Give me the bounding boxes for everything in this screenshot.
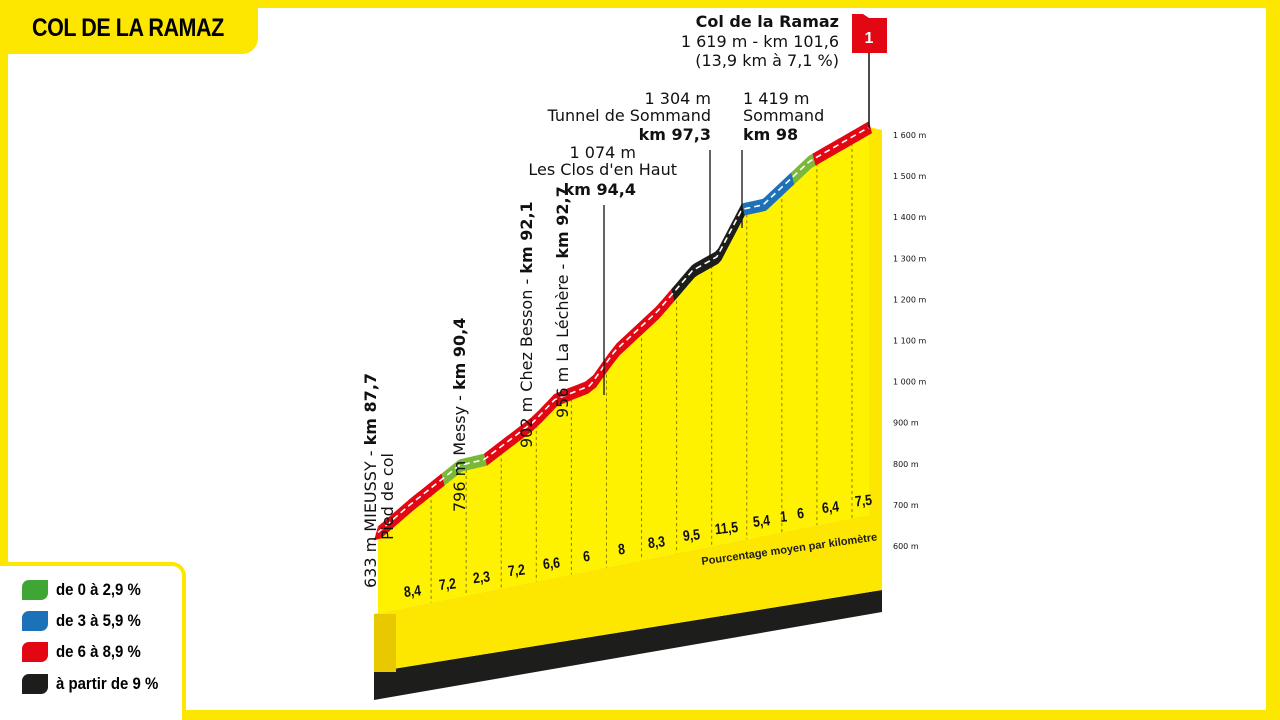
summit-average: (13,9 km à 7,1 %) [695,51,839,70]
ribbon-segment-red [483,289,675,466]
altitude-tick-label: 1 100 m [893,337,926,346]
altitude-tick-label: 1 400 m [893,213,926,222]
profile-base-dark [374,590,882,700]
sommand-name: Sommand [743,106,824,125]
gradient-label: 8 [617,541,626,558]
gradient-label: 5,4 [752,512,771,530]
gradient-label: 9,5 [682,526,701,544]
km-label: 5 [562,589,574,609]
tunnel-name: Tunnel de Sommand [547,106,711,125]
km-label: 4 [527,596,540,616]
profile-base-yellow [374,512,882,672]
mieussy-km: km 87,7 [361,373,380,445]
altitude-tick-label: 1 500 m [893,172,926,181]
red-swatch-icon [22,642,48,662]
altitude-tick-label: 1 300 m [893,254,926,263]
profile-right-edge [869,127,882,515]
km-label: 13 [836,533,858,555]
sommand-alt: 1 419 m [743,89,809,108]
mieussy-label: 633 m MIEUSSY - km 87,7 [361,373,380,588]
gradient-label: 1 [779,508,788,525]
km-label: 2 [458,610,470,630]
legend-item-blue: de 3 à 5,9 % [22,609,152,633]
ribbon-segment-black [671,203,745,302]
km-label: 7 [632,575,644,595]
altitude-ticks: 600 m 700 m 800 m 900 m 1 000 m 1 100 m 1 200 … [893,131,926,551]
profile-front-face [374,614,396,672]
km-label: 6 [597,582,609,602]
legend-label-blue: de 3 à 5,9 % [56,611,141,630]
tunnel-alt: 1 304 m [645,89,711,108]
gradient-label: 7,5 [854,492,873,510]
km-label: 12 [801,540,823,562]
clos-name: Les Clos d'en Haut [528,160,677,179]
gradient-label: 6,4 [821,498,840,516]
km-label: 3 [493,603,505,623]
title-tab: COL DE LA RAMAZ [0,0,258,54]
clos-km: km 94,4 [564,180,636,199]
summit-details: 1 619 m - km 101,6 [681,32,839,51]
green-swatch-icon [22,580,48,600]
summit-name: Col de la Ramaz [696,12,839,31]
la-lechere-label: 956 m La Léchère - km 92,7 [553,186,572,418]
blue-swatch-icon [22,611,48,631]
legend-item-red: de 6 à 8,9 % [22,640,152,664]
gradient-labels: 8,4 7,2 2,3 7,2 6,6 6 8 8,3 9,5 11,5 5,4 1 6 6,4 7,5 [403,492,873,601]
la-lechere-km: km 92,7 [553,186,572,258]
ribbon-segment-blue [741,172,795,216]
legend-label-black: à partir de 9 % [56,674,159,693]
gradient-label: 6,6 [542,554,561,572]
gradient-legend: de 0 à 2,9 % de 3 à 5,9 % de 6 à 8,9 % à… [0,562,186,720]
altitude-tick-label: 1 200 m [893,295,926,304]
ribbon-center-dash [377,126,870,534]
page-title: COL DE LA RAMAZ [32,14,224,42]
summit-flag-label: 1 [865,30,874,47]
km-label: 9 [701,561,713,581]
messy-km: km 90,4 [450,318,469,390]
gradient-label: 7,2 [438,575,457,593]
la-lechere-text: 956 m La Léchère - [553,259,572,418]
tunnel-km: km 97,3 [639,125,711,144]
ribbon-start-cap [374,526,381,541]
chez-besson-label: 902 m Chez Besson - km 92,1 [517,201,536,448]
profile-area [378,127,882,614]
gradient-label: 2,3 [472,568,491,586]
chez-besson-text: 902 m Chez Besson - [517,274,536,448]
legend-item-black: à partir de 9 % [22,672,172,696]
sommand-km: km 98 [743,125,798,144]
gradient-label: 11,5 [714,519,739,538]
messy-label: 796 m Messy - km 90,4 [450,318,469,512]
legend-label-red: de 6 à 8,9 % [56,642,141,661]
black-swatch-icon [22,674,48,694]
km-label: 8 [667,568,679,588]
altitude-tick-label: 600 m [893,542,919,551]
altitude-tick-label: 1 000 m [893,378,926,387]
mieussy-text: 633 m MIEUSSY - [361,445,380,588]
gradient-label: 7,2 [507,561,526,579]
gradient-label: 6 [796,505,805,522]
km-labels: 1 2 3 4 5 6 7 8 9 10 11 12 13 [423,533,858,638]
altitude-tick-label: 900 m [893,419,919,428]
gradient-label: 8,3 [647,533,666,551]
altitude-tick-label: 700 m [893,501,919,510]
messy-text: 796 m Messy - [450,390,469,512]
km-drop-lines [430,142,853,603]
legend-label-green: de 0 à 2,9 % [56,580,141,599]
summit-flag-body [852,20,887,53]
gradient-label: 6 [582,548,591,565]
mieussy-sub: Pied de col [378,453,397,540]
altitude-tick-label: 1 600 m [893,131,926,140]
clos-alt: 1 074 m [570,143,636,162]
km-label: 11 [767,547,788,569]
km-label: 10 [732,554,754,576]
legend-item-green: de 0 à 2,9 % [22,578,152,602]
chez-besson-km: km 92,1 [517,201,536,273]
km-label: 1 [423,617,435,637]
gradient-label: 8,4 [403,582,422,600]
altitude-tick-label: 800 m [893,460,919,469]
ribbon-segment-red [812,121,872,166]
